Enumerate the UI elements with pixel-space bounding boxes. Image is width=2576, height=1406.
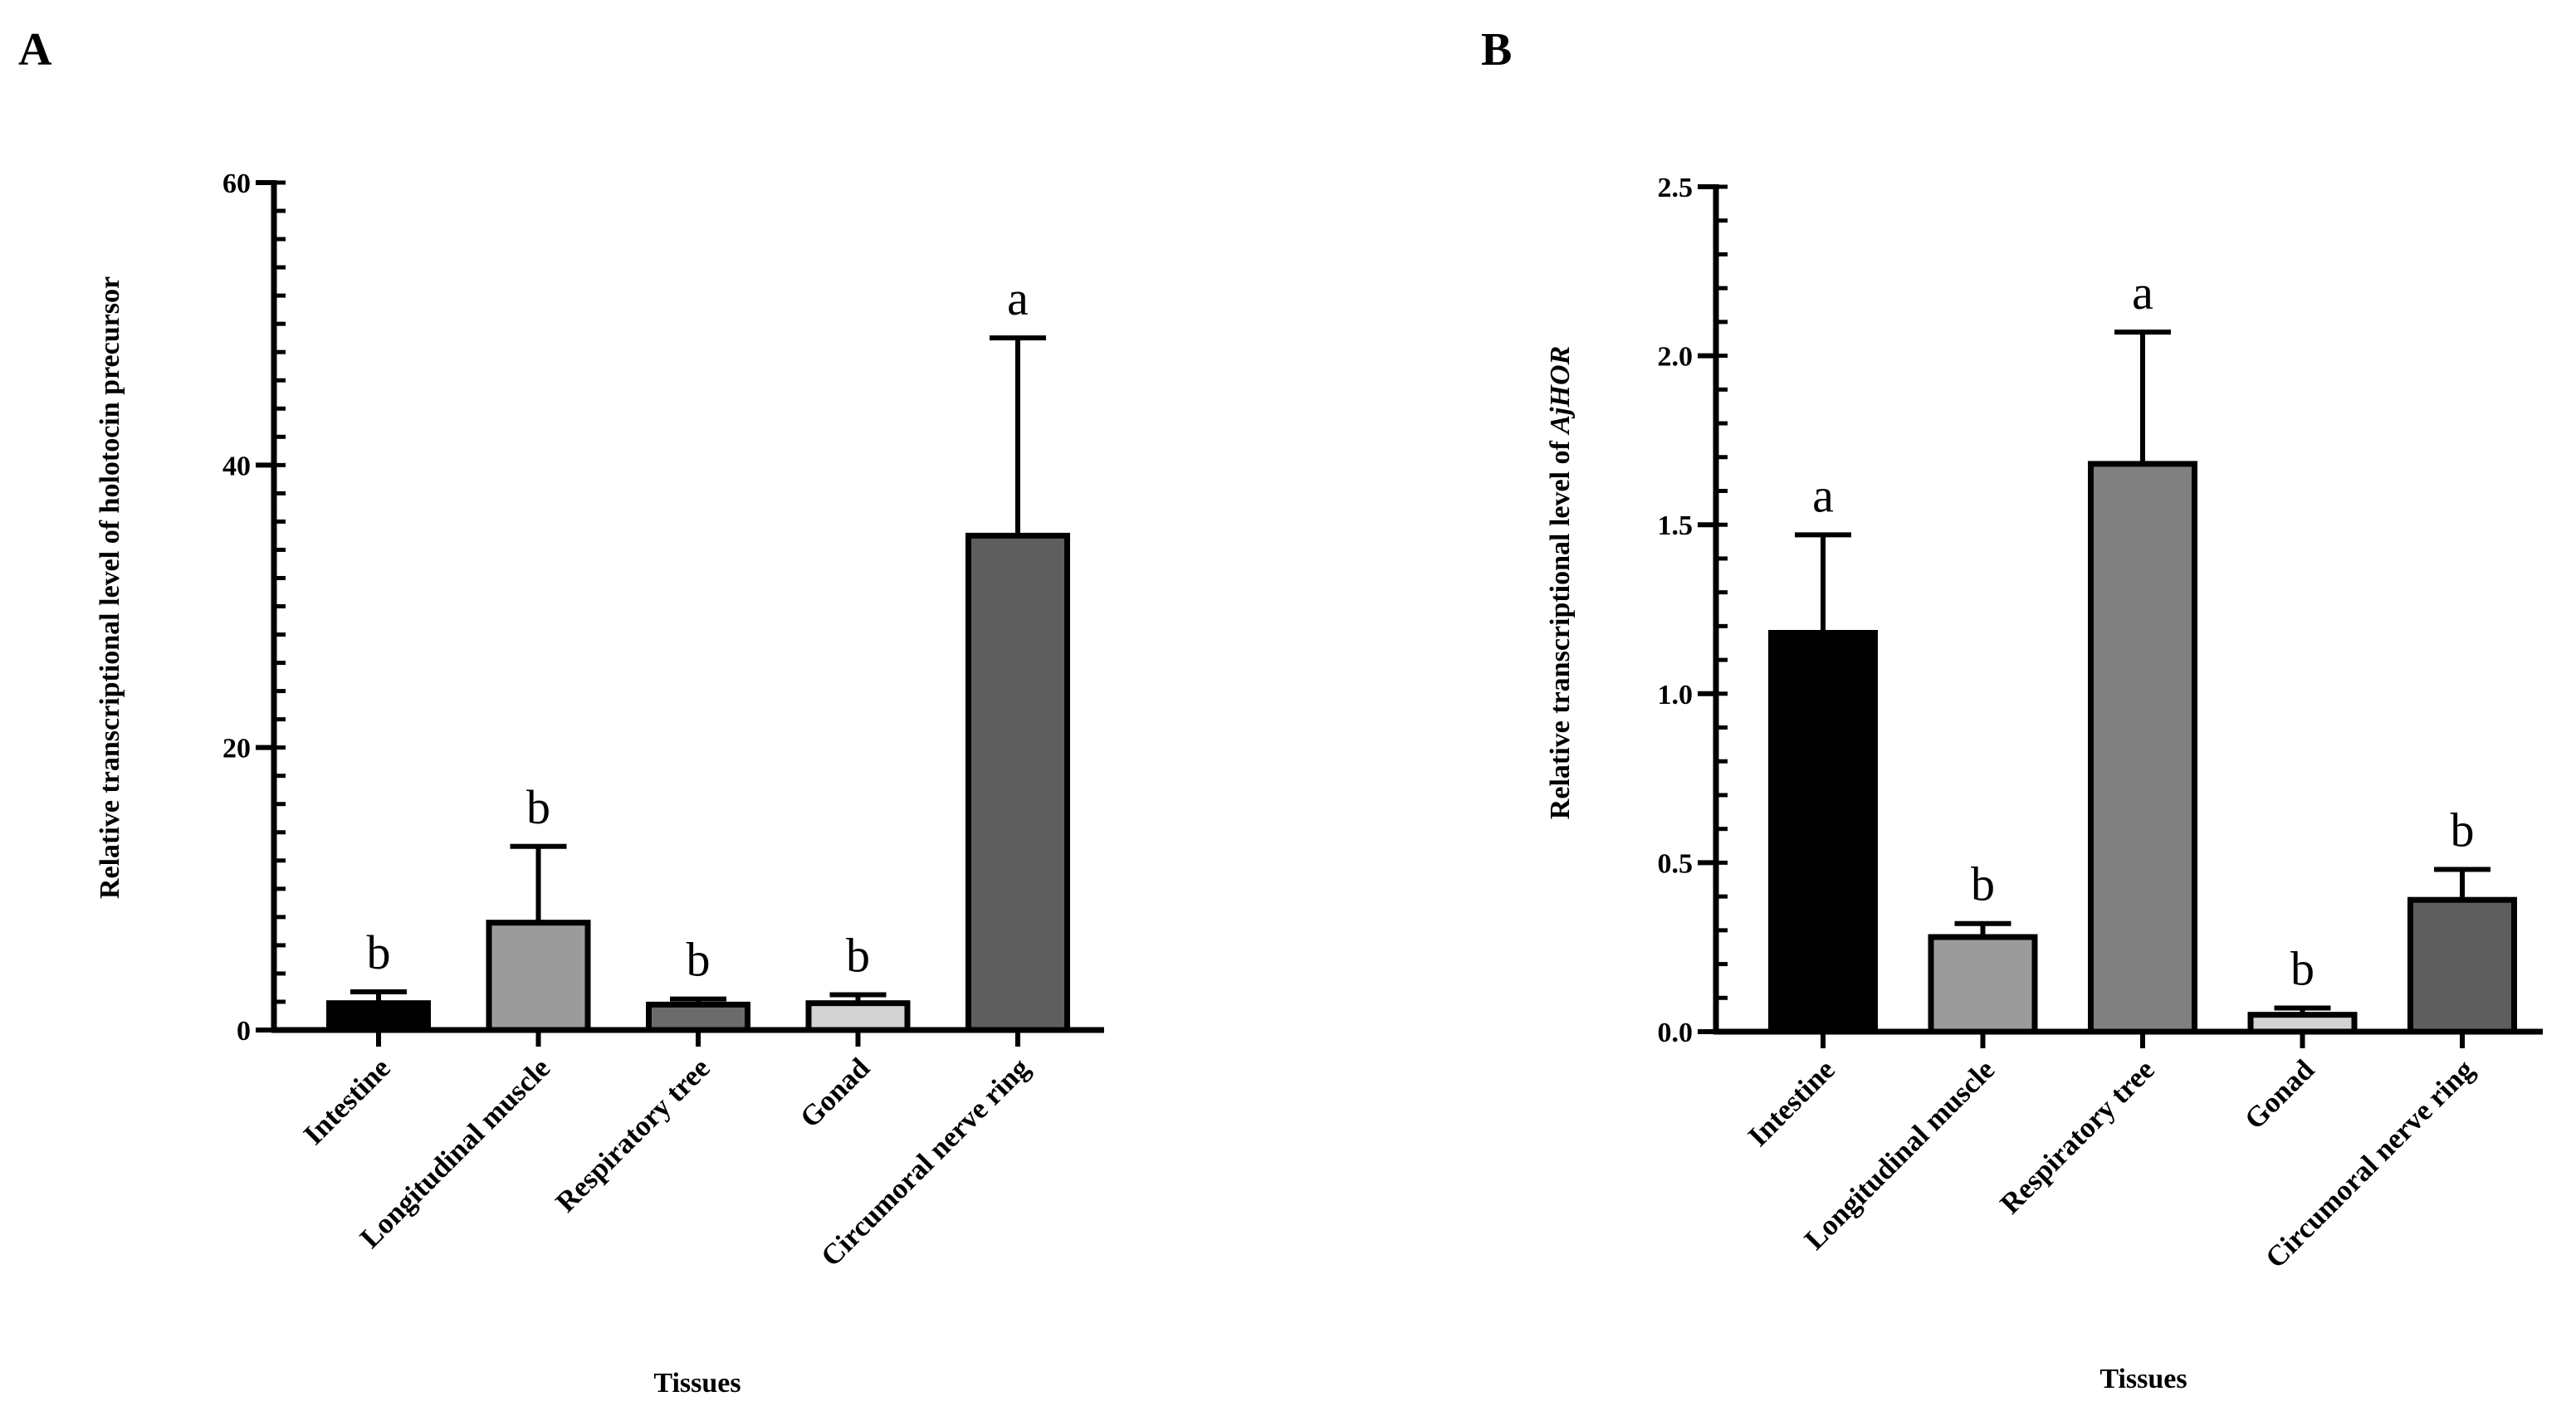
panel-a-significance-label: b	[367, 925, 391, 979]
panel-b-bar-longitudinal-muscle	[1928, 934, 2038, 1035]
panel-a-significance-label: b	[846, 928, 870, 982]
panel-a: A Relative transcriptional level of holo…	[18, 24, 1104, 1399]
panel-b-significance-label: b	[1971, 857, 1995, 911]
panel-b-significance-label: a	[1812, 468, 1834, 522]
panel-a-category-label: Gonad	[794, 1052, 876, 1134]
panel-b-bar-circumoral-nerve-ring	[2407, 896, 2517, 1035]
panel-b-x-axis-title: Tissues	[2099, 1364, 2187, 1394]
panel-b-y-tick-label: 1.0	[1658, 680, 1694, 710]
panel-a-y-tick-label: 0	[237, 1016, 251, 1047]
panel-a-x-axis-title: Tissues	[653, 1368, 741, 1399]
panel-a-bar-intestine	[326, 1000, 431, 1033]
panel-b: B Relative transcriptional level of AjHO…	[1481, 24, 2543, 1394]
panel-b-label: B	[1481, 24, 1512, 76]
panel-a-y-axis-title-group: Relative transcriptional level of holoto…	[95, 276, 125, 899]
panel-b-bar-intestine	[1768, 630, 1878, 1035]
panel-b-significance-label: b	[2451, 803, 2475, 857]
panel-b-y-tick-label: 2.0	[1658, 342, 1694, 373]
panel-b-y-tick-label: 0.5	[1658, 848, 1694, 879]
panel-a-y-tick-label: 60	[222, 168, 251, 199]
panel-a-y-tick-label: 20	[222, 734, 251, 764]
panel-b-y-tick-label: 0.0	[1658, 1018, 1694, 1048]
panel-a-category-label: Respiratory tree	[550, 1052, 716, 1218]
panel-b-category-label: Intestine	[1742, 1053, 1841, 1153]
panel-b-y-axis-title-gene: AjHOR	[1545, 346, 1576, 436]
panel-a-label: A	[18, 24, 52, 76]
panel-b-significance-label: b	[2290, 941, 2314, 995]
panel-a-category-label: Intestine	[297, 1052, 397, 1151]
panel-b-y-tick-label: 1.5	[1658, 510, 1694, 541]
panel-a-significance-label: b	[526, 780, 550, 834]
panel-a-significance-label: a	[1007, 271, 1029, 325]
panel-b-y-axis-title-group: Relative transcriptional level of AjHOR	[1545, 346, 1576, 819]
panel-b-y-tick-label: 2.5	[1658, 173, 1694, 203]
panel-b-bar-respiratory-tree	[2088, 461, 2197, 1035]
panel-a-y-axis-title: Relative transcriptional level of holoto…	[95, 276, 125, 899]
panel-b-category-label: Respiratory tree	[1994, 1053, 2161, 1220]
panel-b-significance-label: a	[2132, 266, 2153, 320]
panel-a-y-axis-title-text: Relative transcriptional level of holoto…	[95, 276, 125, 899]
panel-a-bar-circumoral-nerve-ring	[965, 532, 1070, 1033]
panel-a-significance-label: b	[687, 933, 711, 987]
panel-a-bar-respiratory-tree	[646, 1001, 750, 1033]
panel-b-category-label: Gonad	[2238, 1053, 2320, 1135]
panel-a-bar-gonad	[805, 1000, 911, 1033]
panel-b-y-axis-title-text: Relative transcriptional level of	[1545, 434, 1576, 820]
panel-a-bar-longitudinal-muscle	[486, 920, 591, 1033]
panel-a-y-tick-label: 40	[222, 451, 251, 481]
panel-b-y-axis-title: Relative transcriptional level of AjHOR	[1545, 346, 1576, 819]
